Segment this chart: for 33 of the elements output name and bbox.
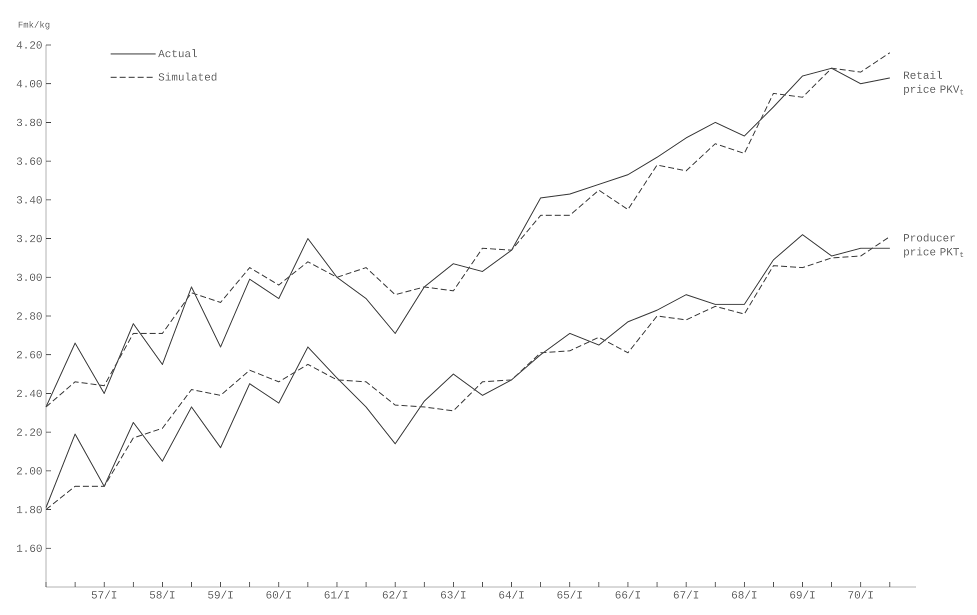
y-tick-label: 2.80 (16, 312, 42, 320)
x-tick-label: 62/I (382, 590, 408, 599)
y-tick-label: 2.60 (16, 350, 42, 358)
y-tick-label: 4.20 (16, 41, 42, 49)
y-tick-label: 2.20 (16, 428, 42, 436)
legend-label: Actual (158, 49, 198, 58)
y-tick-label: 3.20 (16, 234, 42, 242)
x-tick-label: 57/I (92, 590, 116, 599)
y-tick-label: 4.00 (16, 80, 42, 88)
x-tick-label: 59/I (208, 590, 233, 599)
x-tick-label: 61/I (324, 590, 350, 599)
y-tick-label: 1.60 (16, 544, 42, 552)
y-tick-label: 1.80 (16, 506, 42, 514)
y-tick-label: 3.80 (16, 118, 42, 126)
annotation: Retail price PKV$_{t}$ (904, 70, 964, 96)
x-tick-label: 64/I (499, 590, 524, 599)
x-tick-label: 69/I (790, 590, 815, 599)
x-tick-label: 60/I (266, 590, 291, 599)
y-tick-label: 2.40 (16, 390, 42, 398)
x-tick-label: 68/I (732, 590, 756, 599)
y-tick-label: 3.40 (16, 196, 42, 204)
legend-label: Simulated (158, 72, 216, 81)
y-axis-title: Fmk/kg (18, 21, 50, 30)
x-tick-label: 63/I (441, 590, 466, 599)
y-tick-label: 2.00 (16, 467, 42, 475)
x-tick-label: 67/I (674, 590, 698, 599)
x-tick-label: 58/I (150, 590, 174, 599)
x-tick-label: 65/I (557, 590, 582, 599)
y-tick-label: 3.60 (16, 157, 42, 165)
x-tick-label: 66/I (616, 590, 640, 599)
y-tick-label: 3.00 (16, 274, 42, 282)
annotation: Producer price PKT$_{t}$ (904, 233, 964, 258)
x-tick-label: 70/I (848, 590, 873, 599)
